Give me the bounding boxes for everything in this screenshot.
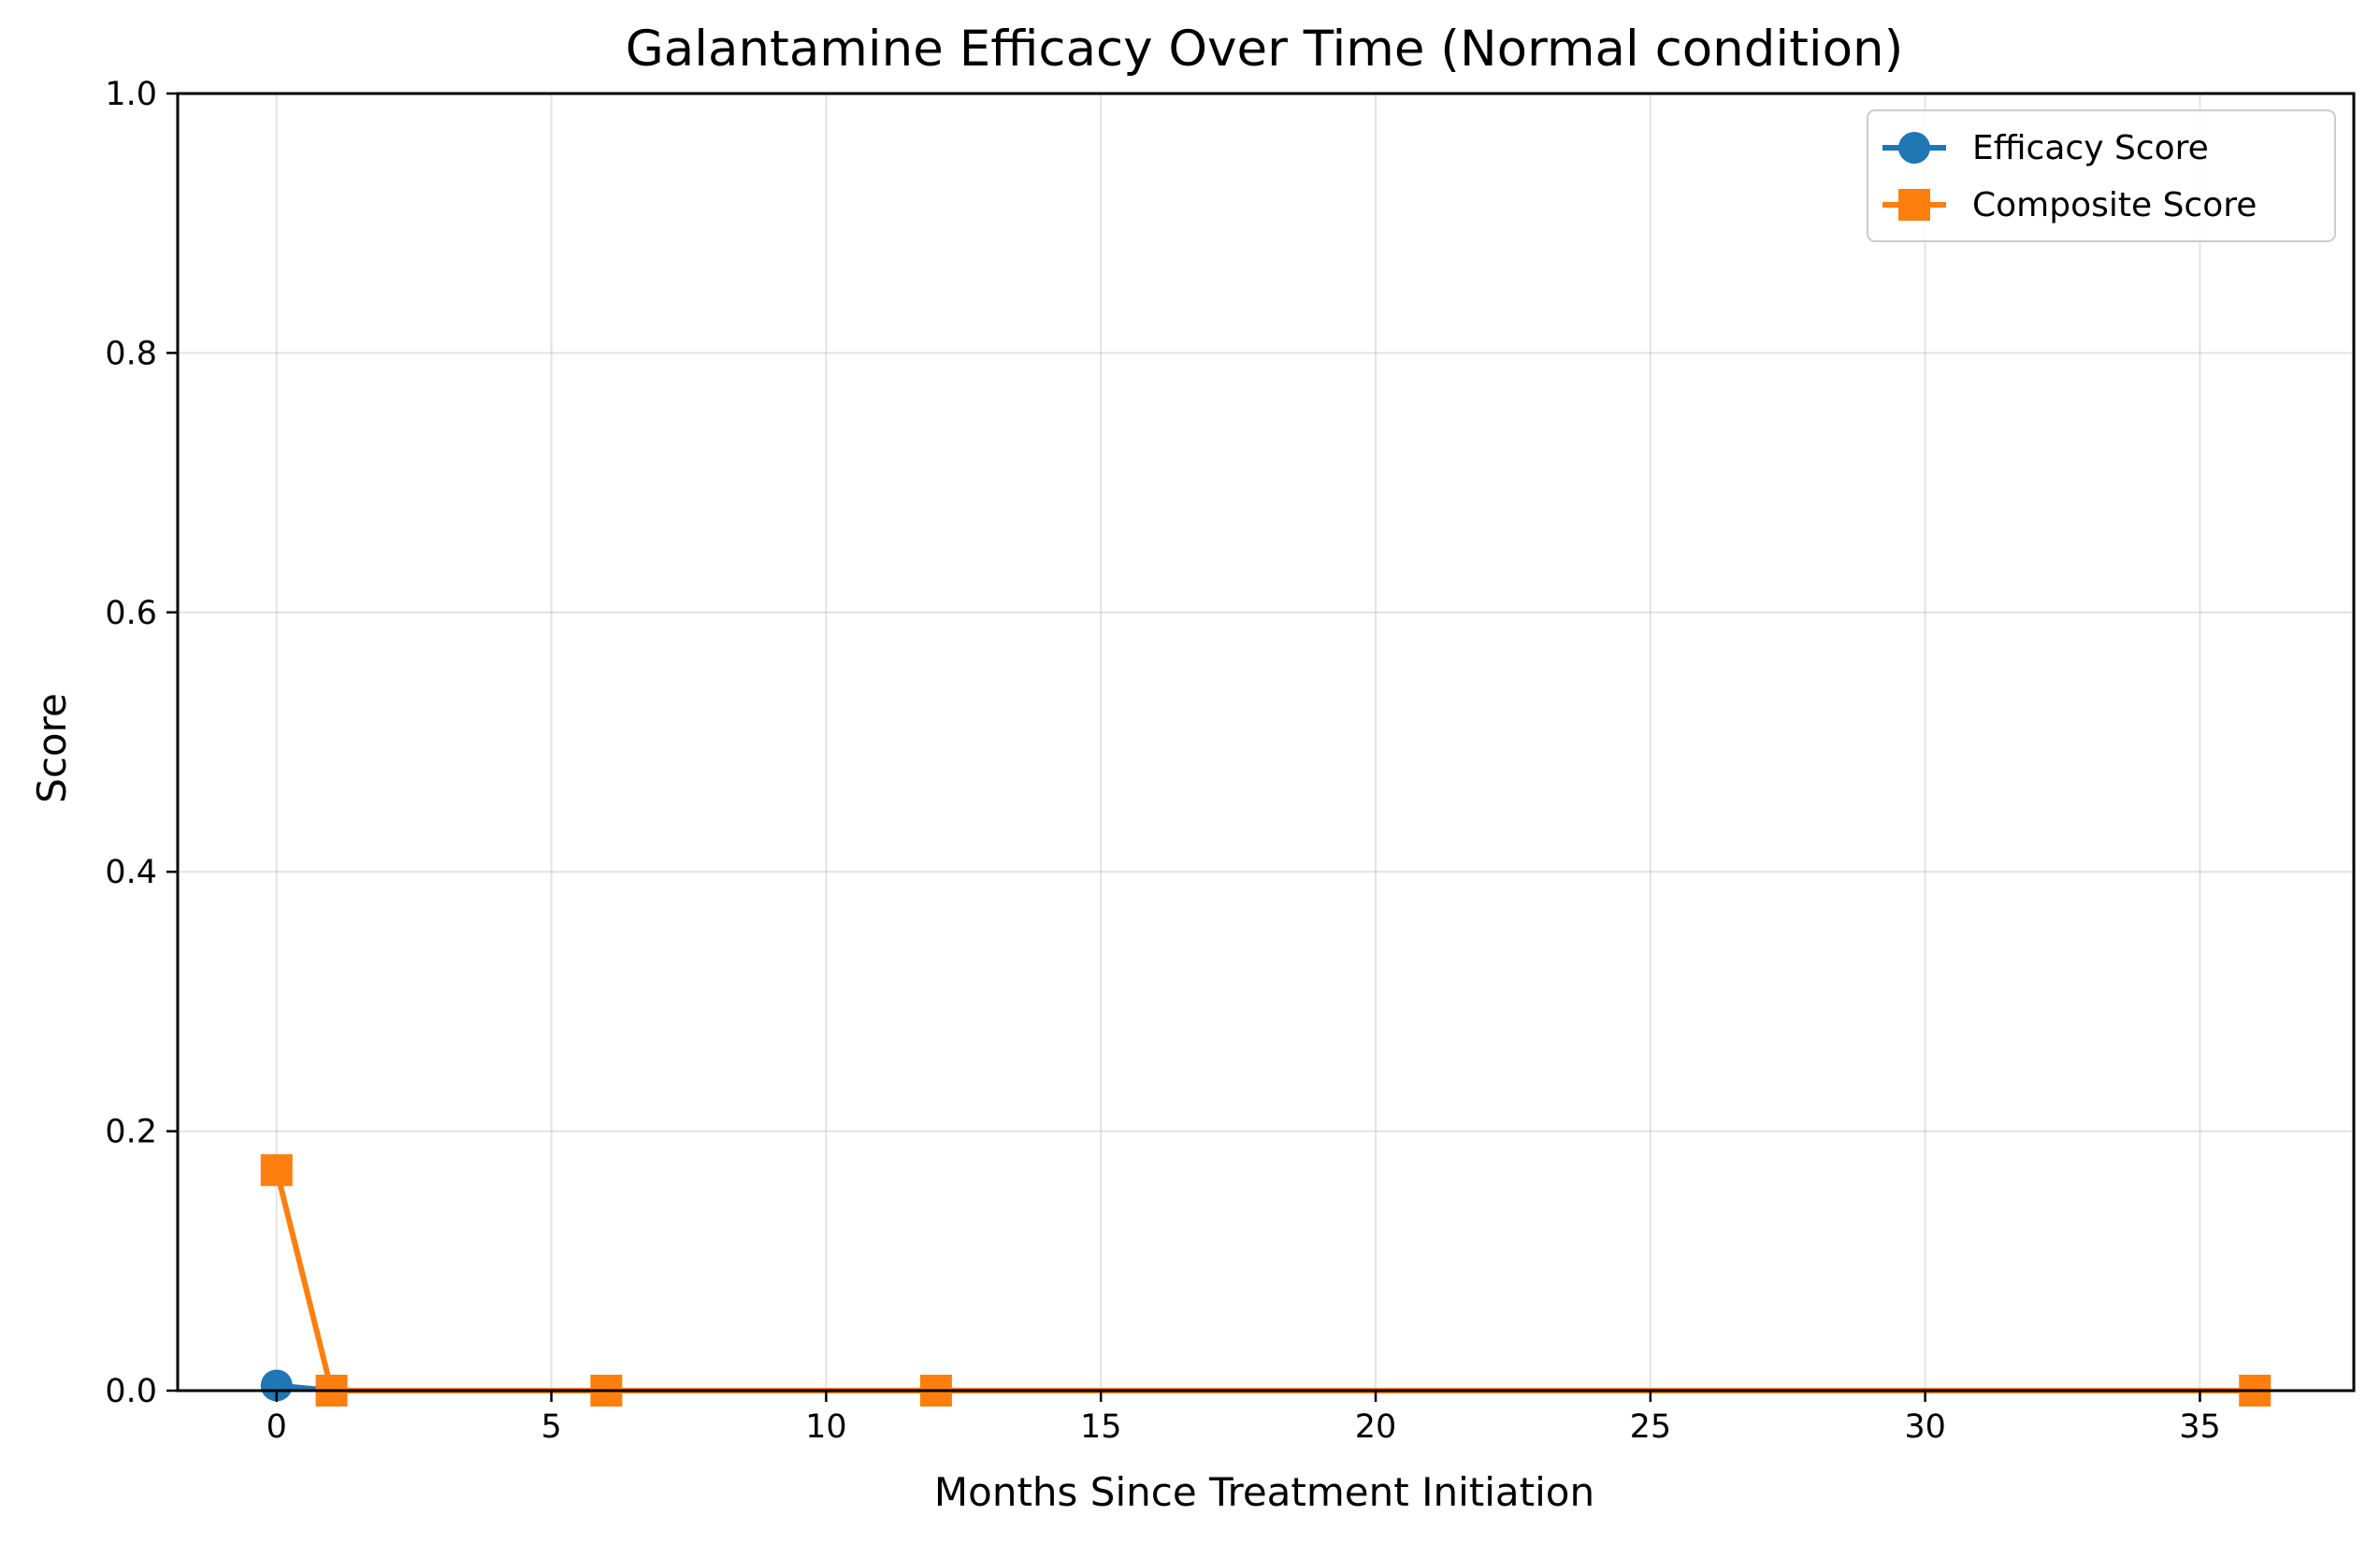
y-axis-label: Score [29,693,75,803]
x-tick-label: 10 [805,1408,847,1446]
axes-frame [176,92,2356,1392]
x-tick-label: 20 [1355,1408,1397,1446]
plot-area: 0 5 10 15 20 25 30 35 0.0 0.2 0.4 0.6 0.8 1.0 [105,76,2356,1446]
x-tick-label: 35 [2179,1408,2221,1446]
y-tick-label: 1.0 [105,76,157,113]
x-axis-label: Months Since Treatment Initiation [934,1469,1594,1515]
legend-label: Efficacy Score [1972,129,2209,167]
legend: Efficacy Score Composite Score [1867,109,2336,242]
data-point [260,1369,293,1402]
chart-title: Galantamine Efficacy Over Time (Normal c… [626,21,1904,78]
x-tick-label: 15 [1080,1408,1122,1446]
legend-marker [1898,189,1930,221]
y-tick-label: 0.2 [105,1114,157,1151]
y-tick-label: 0.8 [105,335,157,372]
y-tick-label: 0.6 [105,595,157,632]
x-tick-label: 5 [541,1408,561,1446]
legend-box [1867,109,2336,242]
x-tick-label: 25 [1630,1408,1672,1446]
legend-label: Composite Score [1972,186,2257,224]
legend-marker [1898,132,1930,164]
y-tick-label: 0.4 [105,854,157,891]
y-tick-label: 0.0 [105,1373,157,1410]
x-tick-label: 0 [267,1408,287,1446]
x-tick-label: 30 [1904,1408,1946,1446]
data-point [260,1154,293,1187]
